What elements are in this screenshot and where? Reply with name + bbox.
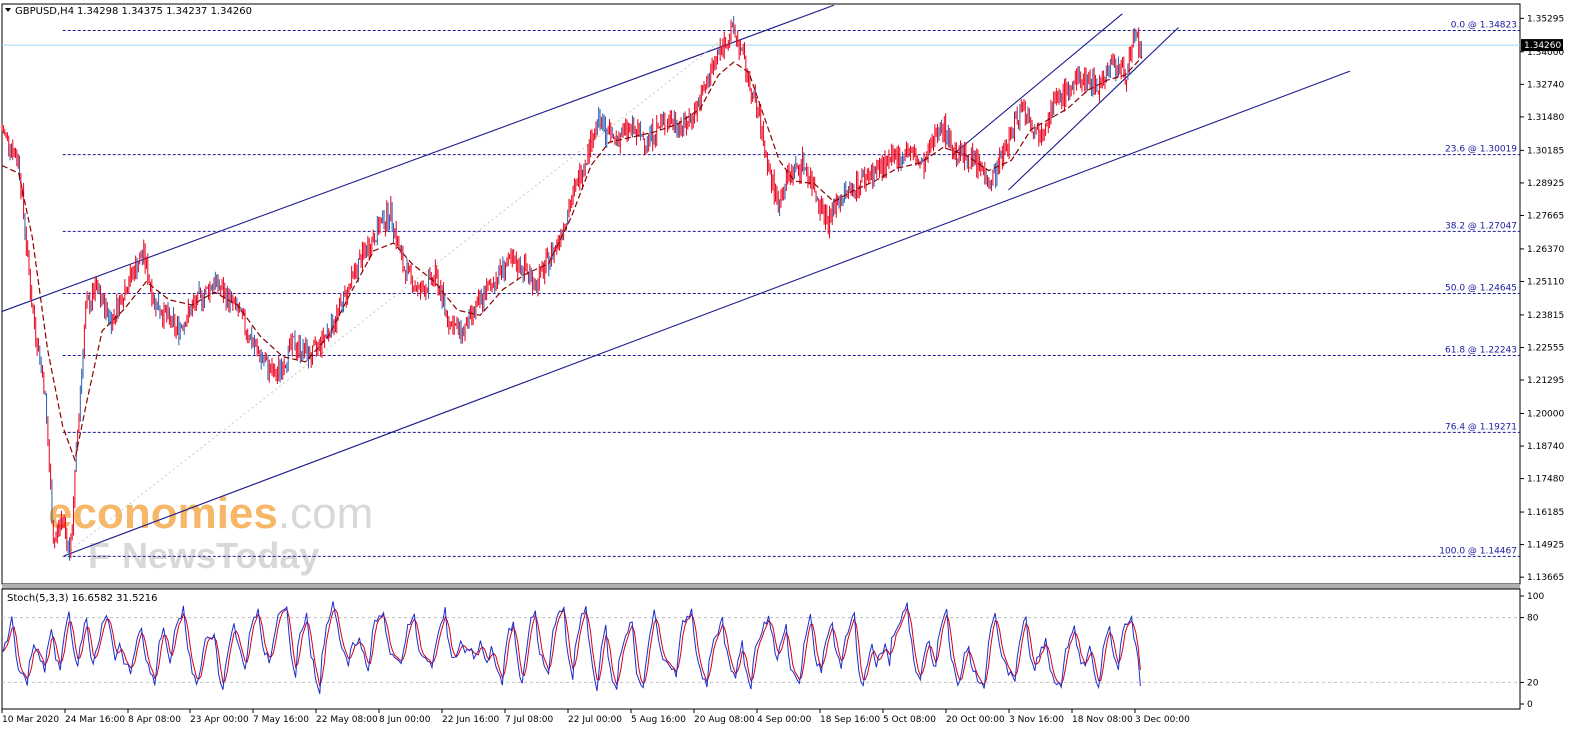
stoch-tick-label: 0 <box>1527 700 1533 710</box>
trendline <box>951 13 1123 156</box>
time-tick-label: 22 Jul 00:00 <box>568 715 622 725</box>
time-tick-label: 7 May 16:00 <box>253 715 309 725</box>
price-tick-label: 1.21295 <box>1527 376 1564 386</box>
time-tick-label: 18 Nov 08:00 <box>1072 715 1133 725</box>
price-axis[interactable]: 1.35295 1.34000 1.32740 1.31480 1.30185 1.289… <box>1520 14 1564 583</box>
stoch-pane[interactable] <box>1 588 1521 710</box>
time-tick-label: 5 Oct 08:00 <box>883 715 936 725</box>
time-tick-label: 24 Mar 16:00 <box>65 715 125 725</box>
time-tick-label: 20 Aug 08:00 <box>694 715 755 725</box>
chart-symbol: GBPUSD,H4 <box>15 6 74 17</box>
time-tick-label: 8 Apr 08:00 <box>128 715 181 725</box>
time-tick-label: 5 Aug 16:00 <box>631 715 686 725</box>
ma-line <box>1 56 1143 463</box>
price-tick-label: 1.18740 <box>1527 442 1564 452</box>
candles <box>1 16 1142 561</box>
stoch-signal-line <box>2 606 1141 687</box>
current-price-label: 1.34260 <box>1524 41 1561 51</box>
price-tick-label: 1.22555 <box>1527 343 1564 353</box>
watermark-newstoday: NewsToday <box>122 535 319 576</box>
fib-level-label: 0.0 @ 1.34823 <box>1451 21 1517 31</box>
price-tick-label: 1.34000 <box>1527 48 1564 58</box>
stoch-title: Stoch(5,3,3) 16.6582 31.5216 <box>7 593 158 604</box>
price-tick-label: 1.17480 <box>1527 475 1564 485</box>
watermark: economies.com F NewsToday <box>48 489 373 576</box>
chart-ohlc: 1.34298 1.34375 1.34237 1.34260 <box>77 6 252 17</box>
price-tick-label: 1.14925 <box>1527 541 1564 551</box>
price-tick-label: 1.30185 <box>1527 146 1564 156</box>
trendline <box>1 4 835 312</box>
price-tick-label: 1.23815 <box>1527 311 1564 321</box>
fib-level-label: 38.2 @ 1.27047 <box>1445 221 1517 231</box>
main-pane[interactable] <box>1 3 1521 585</box>
stoch-tick-label: 80 <box>1527 614 1539 624</box>
watermark-f: F <box>88 535 110 576</box>
current-price-badge: 1.34260 <box>1521 39 1563 52</box>
price-tick-label: 1.27665 <box>1527 211 1564 221</box>
trendlines <box>1 4 1351 557</box>
price-tick-label: 1.20000 <box>1527 409 1564 419</box>
time-tick-label: 23 Apr 00:00 <box>190 715 249 725</box>
fib-level-label: 61.8 @ 1.22243 <box>1445 346 1517 356</box>
trendline <box>62 70 1351 557</box>
pane-separator[interactable] <box>2 584 1520 589</box>
time-axis[interactable]: 10 Mar 2020 24 Mar 16:00 8 Apr 08:00 23 Apr… <box>1 709 1190 725</box>
fib-level-label: 23.6 @ 1.30019 <box>1445 145 1517 155</box>
watermark-suffix: .com <box>278 489 373 538</box>
price-tick-label: 1.13665 <box>1527 573 1564 583</box>
price-tick-label: 1.35295 <box>1527 14 1564 24</box>
svg-text:economies.com: economies.com <box>48 489 373 538</box>
price-tick-label: 1.25110 <box>1527 277 1564 287</box>
time-tick-label: 4 Sep 00:00 <box>757 715 812 725</box>
price-tick-label: 1.31480 <box>1527 113 1564 123</box>
watermark-brand: economies <box>48 489 278 538</box>
price-tick-label: 1.28925 <box>1527 179 1564 189</box>
time-tick-label: 3 Nov 16:00 <box>1009 715 1064 725</box>
stoch-axis: 100 80 20 0 <box>1520 592 1544 710</box>
moving-average <box>1 56 1143 463</box>
stoch-tick-label: 100 <box>1527 592 1544 602</box>
price-tick-label: 1.16185 <box>1527 508 1564 518</box>
stoch-main-line <box>2 601 1141 694</box>
time-tick-label: 22 May 08:00 <box>316 715 378 725</box>
time-tick-label: 18 Sep 16:00 <box>820 715 880 725</box>
fib-level-label: 50.0 @ 1.24645 <box>1445 283 1517 293</box>
fib-diagonal <box>62 30 734 557</box>
price-tick-label: 1.26370 <box>1527 245 1564 255</box>
price-tick-label: 1.32740 <box>1527 80 1564 90</box>
stoch-tick-label: 20 <box>1527 678 1539 688</box>
time-tick-label: 3 Dec 00:00 <box>1135 715 1190 725</box>
trendline <box>1008 27 1179 191</box>
time-tick-label: 22 Jun 16:00 <box>442 715 499 725</box>
time-tick-label: 8 Jun 00:00 <box>379 715 431 725</box>
fibonacci-levels: 0.0 @ 1.34823 23.6 @ 1.30019 38.2 @ 1.2704… <box>2 21 1520 557</box>
fib-level-label: 100.0 @ 1.14467 <box>1439 546 1517 556</box>
fib-level-label: 76.4 @ 1.19271 <box>1445 422 1517 432</box>
triangle-down-icon[interactable] <box>5 8 11 12</box>
time-tick-label: 7 Jul 08:00 <box>505 715 554 725</box>
stochastic-oscillator <box>2 601 1520 694</box>
time-tick-label: 10 Mar 2020 <box>2 715 59 725</box>
time-tick-label: 20 Oct 00:00 <box>946 715 1005 725</box>
